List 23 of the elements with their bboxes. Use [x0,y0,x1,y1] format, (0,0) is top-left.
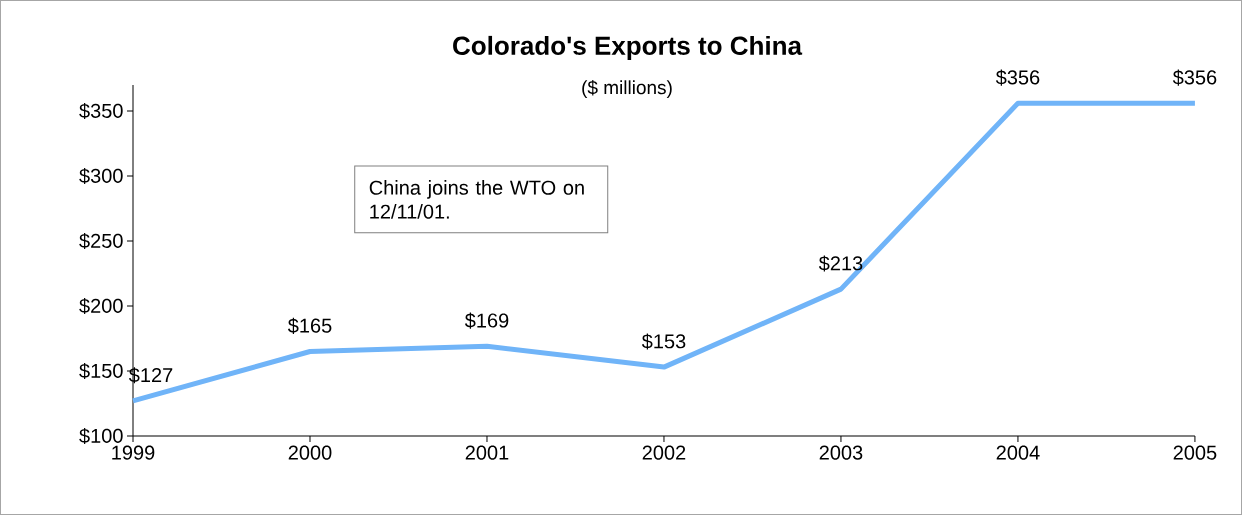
x-tick-label: 2002 [642,445,686,460]
data-label: $165 [287,317,332,334]
chart-subtitle: ($ millions) [582,80,672,98]
annotation: China joins the WTO on 12/11/01. [369,180,584,219]
y-tick-label: $250 [79,232,123,250]
y-tick-label: $350 [79,102,123,120]
x-tick-label: 2004 [996,445,1040,460]
x-tick-label: 1999 [112,445,155,460]
data-label: $213 [818,255,863,272]
x-tick-label: 2001 [465,445,509,460]
chart-title: Colorado's Exports to China [453,35,803,61]
y-tick-label: $100 [79,427,123,445]
data-label: $356 [1172,69,1217,86]
data-label: $153 [641,333,686,350]
data-label: $356 [995,69,1040,86]
data-label: $169 [464,312,509,329]
data-label: $127 [128,367,173,384]
y-tick-label: $300 [79,167,123,185]
x-tick-label: 2005 [1173,445,1217,460]
y-tick-label: $200 [79,297,123,315]
x-tick-label: 2000 [288,445,332,460]
y-tick-label: $150 [79,362,123,380]
x-tick-label: 2003 [819,445,863,460]
